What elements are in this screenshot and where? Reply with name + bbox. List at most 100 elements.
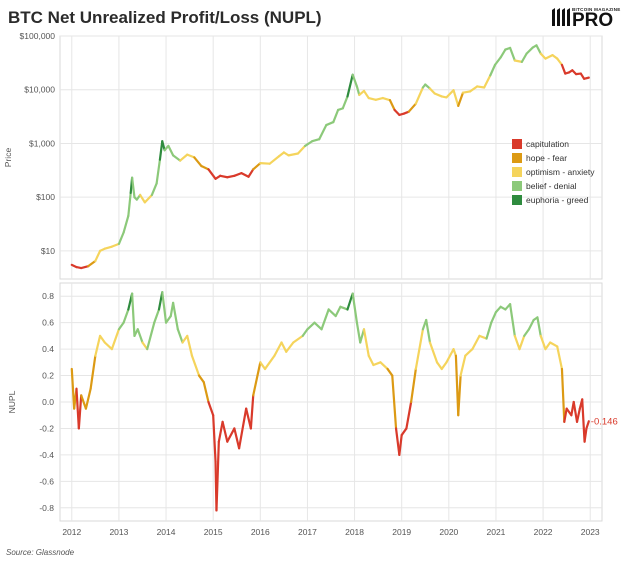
- price-segment-optimism-anxiety: [103, 245, 113, 250]
- price-segment-optimism-anxiety: [94, 249, 102, 263]
- x-tick-label: 2020: [439, 527, 458, 537]
- bitcoin-magazine-pro-logo: BITCOIN MAGAZINE PRO: [550, 6, 620, 32]
- nupl-segment-capitulation: [217, 420, 224, 443]
- nupl-tick-label: 0.8: [42, 291, 54, 301]
- nupl-segment-optimism-anxiety: [549, 341, 559, 348]
- nupl-segment-optimism-anxiety: [190, 354, 201, 377]
- price-segment-capitulation: [560, 63, 567, 75]
- price-segment-belief-denial: [167, 144, 175, 157]
- nupl-segment-optimism-anxiety: [273, 341, 283, 357]
- nupl-segment-optimism-anxiety: [110, 328, 121, 351]
- price-tick-label: $10: [41, 246, 55, 256]
- nupl-segment-optimism-anxiety: [544, 341, 552, 351]
- nupl-segment-belief-denial: [320, 308, 330, 331]
- nupl-panel: -0.8 -0.6 -0.4 -0.2 0.0 0.2 0.4 0.6 0.8 2012 2013 2…: [7, 282, 618, 537]
- nupl-segment-hope-fear: [457, 374, 462, 417]
- logo-pro-text: PRO: [572, 10, 614, 31]
- nupl-segment-belief-denial: [425, 318, 432, 344]
- nupl-tick-label: 0.0: [42, 397, 54, 407]
- price-segment-belief-denial: [525, 46, 534, 55]
- nupl-segment-optimism-anxiety: [263, 354, 276, 371]
- price-segment-optimism-anxiety: [374, 96, 384, 101]
- legend-label-belief-denial: belief - denial: [526, 181, 577, 191]
- bitcoin-magazine-stripes-icon: [552, 8, 570, 26]
- nupl-segment-hope-fear: [410, 367, 417, 404]
- nupl-segment-belief-denial: [313, 321, 323, 331]
- price-segment-optimism-anxiety: [143, 193, 154, 204]
- nupl-segment-capitulation: [249, 394, 255, 430]
- price-segment-optimism-anxiety: [179, 153, 189, 162]
- nupl-segment-capitulation: [77, 394, 83, 430]
- nupl-segment-capitulation: [226, 427, 236, 443]
- price-segment-capitulation: [80, 265, 90, 270]
- price-segment-optimism-anxiety: [483, 74, 492, 89]
- legend-label-optimism-anxiety: optimism - anxiety: [526, 167, 595, 177]
- nupl-segment-capitulation: [583, 427, 588, 443]
- nupl-segment-hope-fear: [84, 387, 92, 410]
- price-segment-optimism-anxiety: [367, 96, 377, 101]
- price-segment-optimism-anxiety: [139, 193, 146, 204]
- price-segment-hope-fear: [407, 102, 417, 113]
- legend-swatch-belief-denial: [512, 181, 522, 191]
- nupl-segment-belief-denial: [136, 328, 144, 344]
- price-segment-optimism-anxiety: [468, 85, 479, 93]
- price-segment-belief-denial: [508, 46, 516, 62]
- price-segment-euphoria-greed: [161, 140, 166, 152]
- nupl-segment-hope-fear: [70, 367, 76, 410]
- nupl-segment-belief-denial: [334, 305, 342, 318]
- x-tick-label: 2021: [486, 527, 505, 537]
- x-tick-label: 2017: [298, 527, 317, 537]
- price-segment-capitulation: [247, 168, 255, 178]
- nupl-segment-optimism-anxiety: [556, 345, 564, 371]
- price-segment-belief-denial: [127, 191, 132, 217]
- x-tick-label: 2016: [251, 527, 270, 537]
- nupl-segment-hope-fear: [80, 394, 88, 410]
- nupl-segment-hope-fear: [252, 361, 262, 397]
- price-segment-belief-denial: [325, 120, 335, 127]
- nupl-segment-capitulation: [405, 400, 413, 430]
- price-segment-optimism-anxiety: [539, 52, 547, 60]
- legend-label-euphoria-greed: euphoria - greed: [526, 195, 589, 205]
- nupl-segment-capitulation: [221, 420, 229, 443]
- price-segment-capitulation: [393, 108, 401, 116]
- price-segment-hope-fear: [193, 156, 203, 168]
- nupl-tick-label: -0.4: [39, 450, 54, 460]
- nupl-segment-hope-fear: [386, 367, 394, 377]
- nupl-segment-belief-denial: [527, 318, 535, 331]
- nupl-segment-capitulation: [207, 400, 215, 417]
- price-segment-optimism-anxiety: [287, 152, 300, 157]
- nupl-segment-hope-fear: [197, 374, 205, 384]
- nupl-segment-optimism-anxiety: [518, 334, 526, 351]
- x-tick-label: 2022: [534, 527, 553, 537]
- price-segment-hope-fear: [87, 259, 97, 268]
- nupl-tick-label: 0.6: [42, 318, 54, 328]
- price-segment-capitulation: [226, 174, 236, 179]
- price-segment-hope-fear: [200, 164, 210, 171]
- nupl-segment-capitulation: [563, 407, 568, 423]
- nupl-segment-capitulation: [575, 407, 581, 423]
- nupl-segment-belief-denial: [117, 321, 125, 331]
- price-segment-belief-denial: [351, 73, 359, 88]
- nupl-segment-belief-denial: [508, 303, 516, 337]
- price-segment-optimism-anxiety: [186, 153, 196, 159]
- nupl-segment-capitulation: [400, 427, 408, 437]
- price-segment-belief-denial: [311, 138, 321, 143]
- price-segment-euphoria-greed: [158, 140, 164, 161]
- nupl-line: [70, 291, 590, 512]
- price-axis-label: Price: [3, 148, 13, 168]
- nupl-segment-belief-denial: [490, 310, 498, 324]
- nupl-segment-belief-denial: [339, 305, 349, 311]
- nupl-segment-optimism-anxiety: [478, 334, 488, 340]
- nupl-segment-belief-denial: [122, 308, 130, 324]
- price-segment-optimism-anxiety: [259, 162, 271, 165]
- nupl-segment-belief-denial: [146, 321, 156, 351]
- price-segment-belief-denial: [122, 214, 130, 234]
- source-note: Source: Glassnode: [6, 548, 75, 557]
- nupl-segment-belief-denial: [301, 328, 309, 337]
- price-panel: $10 $100 $1,000 $10,000 $100,000 Price: [3, 31, 603, 280]
- nupl-tick-label: -0.6: [39, 476, 54, 486]
- price-segment-belief-denial: [150, 182, 158, 197]
- nupl-segment-optimism-anxiety: [372, 361, 382, 367]
- price-segment-capitulation: [207, 168, 217, 180]
